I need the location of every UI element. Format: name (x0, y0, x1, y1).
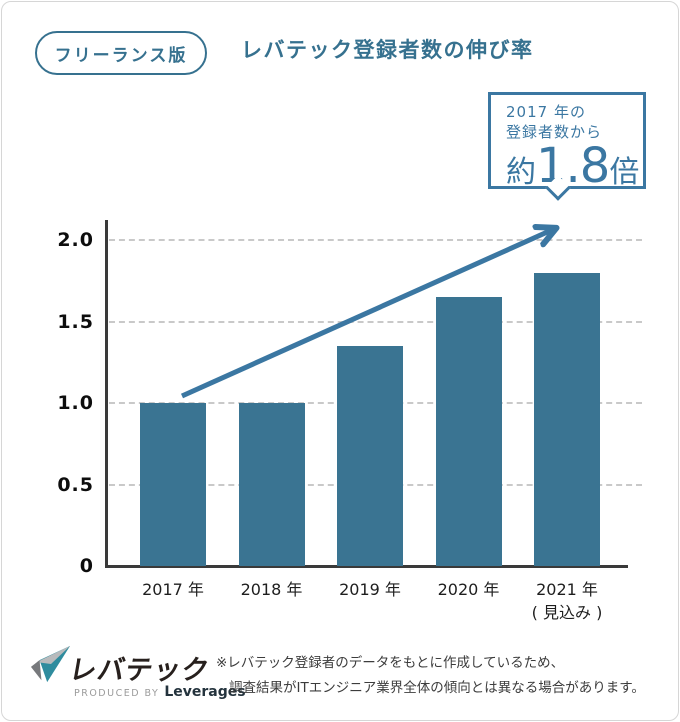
y-tick-label: 0.5 (57, 473, 94, 496)
freelance-badge: フリーランス版 (35, 31, 207, 75)
bar (238, 403, 305, 566)
x-tick-label: 2021 年 ( 見込み ) (531, 580, 603, 622)
callout-value-prefix: 約 (506, 155, 536, 190)
disclaimer-line1: ※レバテック登録者のデータをもとに作成しているため、 (216, 655, 565, 671)
freelance-badge-label: フリーランス版 (54, 45, 188, 66)
gridline (109, 239, 642, 241)
y-tick-label: 0 (79, 555, 94, 577)
y-tick-label: 1.0 (57, 392, 94, 414)
x-tick-label: 2019 年 (339, 580, 401, 599)
callout-bubble: 2017 年の 登録者数から 約1.8倍 (488, 92, 646, 201)
bar (534, 272, 600, 566)
produced-by-label: PRODUCED BY (74, 688, 160, 699)
x-axis (105, 565, 628, 568)
disclaimer-note: ※レバテック登録者のデータをもとに作成しているため、 調査結果がITエンジニア業… (216, 651, 668, 701)
y-tick-label: 2.0 (57, 229, 94, 251)
levtech-logo-icon (30, 645, 71, 683)
callout-line1: 2017 年の (506, 103, 586, 121)
callout-value-line: 約1.8倍 (506, 142, 643, 200)
produced-by-line: PRODUCED BY Leverages (74, 681, 246, 700)
callout-value: 1.8 (536, 138, 610, 194)
y-axis (105, 220, 108, 568)
bar (140, 403, 206, 566)
callout-value-suffix: 倍 (609, 155, 640, 190)
leverages-label: Leverages (164, 684, 246, 700)
y-tick-label: 1.5 (57, 310, 94, 333)
bar (337, 345, 403, 566)
x-tick-label: 2018 年 (240, 580, 303, 599)
x-tick-label: 2017 年 (142, 580, 204, 599)
page-title: レバテック登録者数の伸び率 (241, 38, 534, 62)
disclaimer-line2: 調査結果がITエンジニア業界全体の傾向とは異なる場合があります。 (229, 680, 645, 696)
callout-line2: 登録者数から (506, 123, 603, 141)
x-tick-label: 2020 年 (437, 580, 500, 599)
bar (435, 297, 502, 566)
